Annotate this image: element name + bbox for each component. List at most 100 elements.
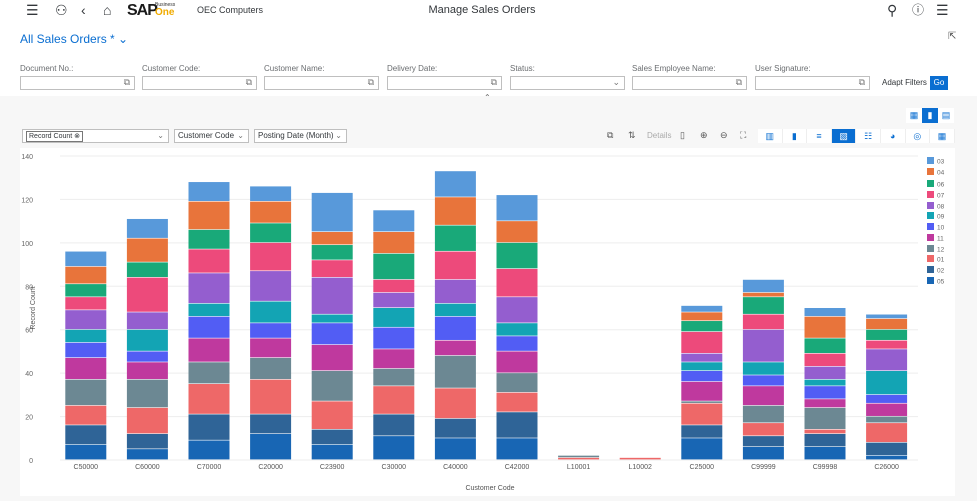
bar-segment-C30000-04[interactable] — [373, 232, 415, 254]
bar-segment-C23900-05[interactable] — [311, 444, 353, 460]
bar-segment-C50000-09[interactable] — [65, 329, 107, 343]
bar-segment-C40000-09[interactable] — [434, 303, 476, 317]
bar-segment-C23900-02[interactable] — [311, 429, 353, 445]
bar-segment-C26000-12[interactable] — [866, 416, 908, 423]
bar-segment-C99998-07[interactable] — [804, 353, 846, 367]
bar-segment-C20000-06[interactable] — [250, 223, 292, 243]
bar-segment-C25000-09[interactable] — [681, 362, 723, 371]
bar-segment-C50000-12[interactable] — [65, 379, 107, 406]
filter-input[interactable]: ⧉ — [632, 76, 747, 90]
bar-segment-C26000-04[interactable] — [866, 318, 908, 330]
bar-segment-C42000-03[interactable] — [496, 195, 538, 221]
bar-segment-C99998-05[interactable] — [804, 446, 846, 460]
bar-segment-C40000-03[interactable] — [434, 171, 476, 197]
home-icon[interactable]: ⌂ — [103, 2, 112, 18]
bar-segment-C40000-10[interactable] — [434, 316, 476, 340]
bar-segment-C42000-04[interactable] — [496, 221, 538, 243]
bar-segment-C99999-12[interactable] — [742, 405, 784, 423]
bar-segment-C26000-06[interactable] — [866, 329, 908, 340]
bar-segment-C23900-07[interactable] — [311, 260, 353, 277]
go-button[interactable]: Go — [930, 76, 948, 90]
bar-segment-C26000-07[interactable] — [866, 340, 908, 349]
bar-segment-C70000-07[interactable] — [188, 249, 230, 273]
fullscreen-icon[interactable]: ⛶ — [740, 130, 747, 140]
bar-segment-C20000-08[interactable] — [250, 271, 292, 301]
bar-segment-C99998-02[interactable] — [804, 433, 846, 447]
value-help-icon[interactable]: ⧉ — [858, 77, 865, 87]
bar-segment-C70000-02[interactable] — [188, 414, 230, 440]
bar-segment-C99998-10[interactable] — [804, 386, 846, 399]
bar-segment-C42000-11[interactable] — [496, 351, 538, 373]
bar-segment-C99998-08[interactable] — [804, 366, 846, 380]
notifications-icon[interactable]: ☰ — [936, 2, 949, 18]
bar-segment-C25000-08[interactable] — [681, 353, 723, 362]
bar-segment-C70000-06[interactable] — [188, 229, 230, 249]
bar-segment-C50000-03[interactable] — [65, 251, 107, 267]
zoom-out-icon[interactable]: ⊖ — [720, 130, 728, 140]
bar-segment-C23900-06[interactable] — [311, 245, 353, 260]
value-help-icon[interactable]: ⧉ — [123, 77, 130, 87]
bar-segment-C99998-09[interactable] — [804, 379, 846, 386]
bar-segment-C25000-02[interactable] — [681, 425, 723, 438]
bar-segment-C99999-02[interactable] — [742, 436, 784, 447]
bar-segment-C30000-02[interactable] — [373, 414, 415, 436]
filter-input[interactable]: ⌄ — [510, 76, 625, 90]
bar-segment-C40000-01[interactable] — [434, 388, 476, 419]
bar-segment-C50000-02[interactable] — [65, 425, 107, 445]
bar-segment-C20000-12[interactable] — [250, 357, 292, 380]
bar-segment-C40000-11[interactable] — [434, 340, 476, 356]
bar-segment-C23900-12[interactable] — [311, 370, 353, 401]
chart-view-icon[interactable]: ▮ — [922, 108, 938, 123]
bar-segment-C99999-06[interactable] — [742, 297, 784, 314]
bar-segment-C26000-10[interactable] — [866, 394, 908, 403]
chevron-down-icon[interactable]: ⌄ — [612, 77, 620, 87]
bar-segment-C30000-11[interactable] — [373, 349, 415, 369]
bar-segment-C30000-03[interactable] — [373, 210, 415, 232]
stacked-bar-chart-icon[interactable]: ☷ — [856, 129, 881, 143]
pie-chart-icon[interactable]: ◕ — [881, 129, 906, 143]
drill-icon[interactable]: ⧉ — [607, 130, 614, 140]
bar-segment-C25000-10[interactable] — [681, 370, 723, 382]
bar-segment-C50000-07[interactable] — [65, 297, 107, 310]
bar-segment-C20000-05[interactable] — [250, 433, 292, 460]
bar-segment-C30000-09[interactable] — [373, 308, 415, 327]
bar-segment-C23900-04[interactable] — [311, 232, 353, 245]
bar-segment-C40000-07[interactable] — [434, 251, 476, 280]
bar-segment-C50000-04[interactable] — [65, 266, 107, 284]
bar-segment-C42000-02[interactable] — [496, 412, 538, 438]
bar-segment-C99999-07[interactable] — [742, 314, 784, 330]
help-icon[interactable]: ⓘ — [912, 3, 925, 17]
bar-segment-C99999-04[interactable] — [742, 292, 784, 297]
bar-segment-C60000-07[interactable] — [126, 277, 168, 312]
legend-item[interactable]: 07 — [927, 191, 945, 200]
bar-segment-C30000-12[interactable] — [373, 368, 415, 386]
bar-segment-C20000-02[interactable] — [250, 414, 292, 434]
bar-segment-C20000-10[interactable] — [250, 323, 292, 338]
legend-item[interactable]: 05 — [927, 277, 945, 286]
legend-item[interactable]: 12 — [927, 245, 945, 254]
combined-chart-icon[interactable]: ▥ — [758, 129, 783, 143]
bar-segment-C23900-09[interactable] — [311, 314, 353, 323]
legend-item[interactable]: 10 — [927, 223, 945, 232]
table-view-icon[interactable]: ▦ — [909, 110, 919, 120]
share-icon[interactable]: ⇱ — [948, 31, 957, 42]
legend-item[interactable]: 03 — [927, 157, 945, 166]
bar-segment-C60000-01[interactable] — [126, 407, 168, 434]
bar-segment-C20000-03[interactable] — [250, 186, 292, 201]
dimension-select-2[interactable]: Posting Date (Month) ⌄ — [254, 129, 347, 143]
details-button[interactable]: Details — [647, 131, 672, 140]
value-help-icon[interactable]: ⧉ — [735, 77, 742, 87]
bar-segment-C40000-05[interactable] — [434, 438, 476, 460]
bar-segment-C25000-04[interactable] — [681, 312, 723, 321]
bar-segment-C30000-01[interactable] — [373, 386, 415, 414]
bar-segment-C50000-08[interactable] — [65, 310, 107, 330]
legend-item[interactable]: 04 — [927, 168, 945, 177]
bar-segment-C60000-02[interactable] — [126, 433, 168, 449]
bar-segment-C99998-04[interactable] — [804, 316, 846, 338]
bar-segment-C26000-11[interactable] — [866, 403, 908, 416]
legend-item[interactable]: 09 — [927, 212, 945, 221]
bar-segment-C42000-09[interactable] — [496, 323, 538, 336]
filter-input[interactable]: ⧉ — [20, 76, 135, 90]
legend-item[interactable]: 02 — [927, 266, 945, 275]
legend-item[interactable]: 01 — [927, 255, 945, 264]
